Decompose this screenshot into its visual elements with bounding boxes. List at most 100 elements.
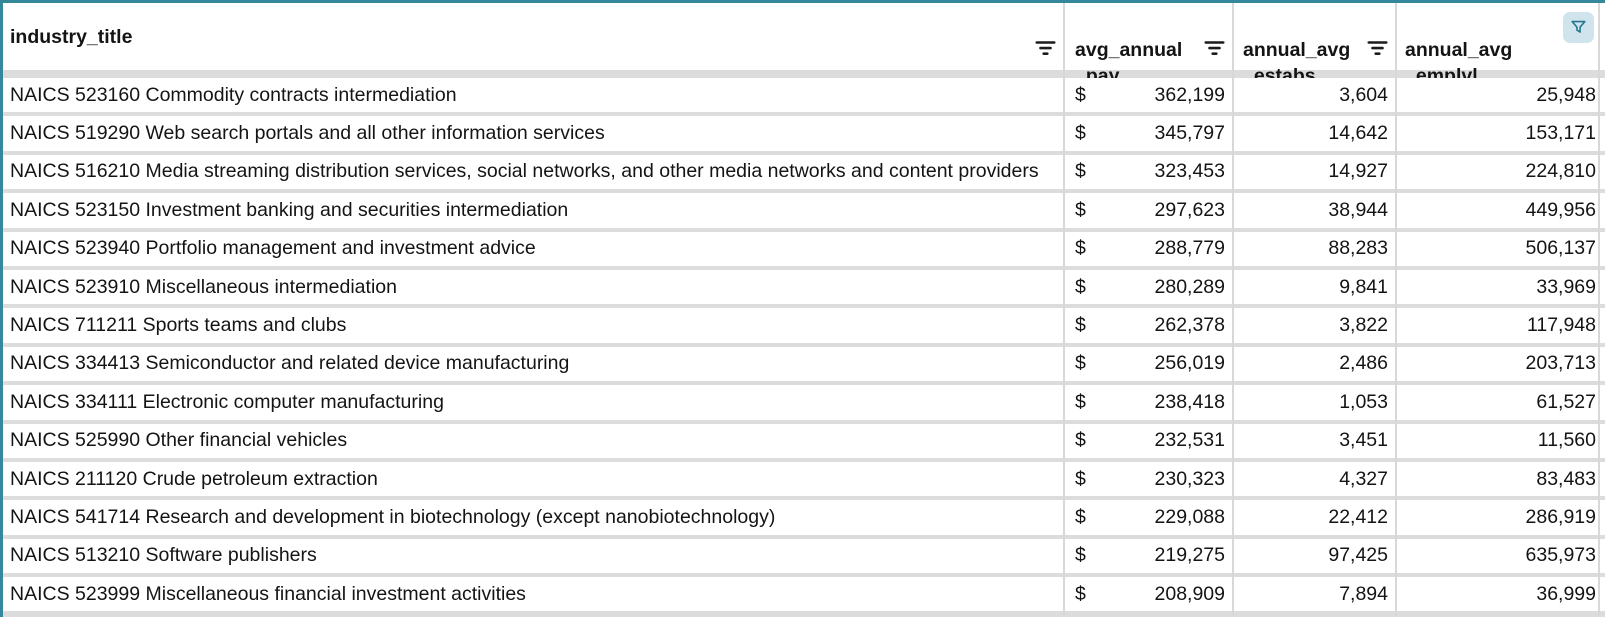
estabs-value: 14,642: [1328, 122, 1388, 145]
emplvl-value: 83,483: [1536, 467, 1596, 490]
pay-value: 229,088: [1154, 505, 1226, 528]
column-header-label: industry_title: [10, 25, 133, 48]
cell-industry-title[interactable]: NAICS 211120 Crude petroleum extraction: [10, 467, 378, 490]
cell-avg-annual-pay[interactable]: $229,088: [1065, 500, 1234, 534]
estabs-value: 4,327: [1339, 467, 1388, 490]
cell-annual-avg-emplvl[interactable]: 153,171: [1397, 116, 1600, 150]
cell-industry-title[interactable]: NAICS 516210 Media streaming distributio…: [10, 160, 1039, 183]
column-header-industry-title[interactable]: industry_title: [3, 3, 1065, 70]
column-header-annual-avg-emplvl[interactable]: annual_avg _emplvl: [1397, 3, 1600, 87]
grid-top-accent-border: [0, 0, 1605, 3]
cell-annual-avg-estabs[interactable]: 88,283: [1234, 232, 1397, 266]
column-header-avg-annual-pay[interactable]: avg_annual _pay: [1065, 3, 1234, 87]
cell-annual-avg-estabs[interactable]: 3,822: [1234, 308, 1397, 342]
emplvl-value: 224,810: [1525, 160, 1597, 183]
table-row: NAICS 523160 Commodity contracts interme…: [3, 78, 1605, 113]
currency-symbol: $: [1075, 544, 1086, 567]
column-divider: [1395, 3, 1397, 617]
cell-avg-annual-pay[interactable]: $256,019: [1065, 347, 1234, 381]
cell-avg-annual-pay[interactable]: $238,418: [1065, 385, 1234, 419]
currency-symbol: $: [1075, 122, 1086, 145]
cell-annual-avg-emplvl[interactable]: 11,560: [1397, 424, 1600, 458]
currency-symbol: $: [1075, 83, 1086, 106]
cell-avg-annual-pay[interactable]: $288,779: [1065, 232, 1234, 266]
cell-annual-avg-emplvl[interactable]: 61,527: [1397, 385, 1600, 419]
cell-annual-avg-estabs[interactable]: 14,927: [1234, 155, 1397, 189]
cell-avg-annual-pay[interactable]: $297,623: [1065, 193, 1234, 227]
cell-annual-avg-estabs[interactable]: 3,451: [1234, 424, 1397, 458]
cell-avg-annual-pay[interactable]: $323,453: [1065, 155, 1234, 189]
cell-annual-avg-emplvl[interactable]: 224,810: [1397, 155, 1600, 189]
cell-industry-title[interactable]: NAICS 523160 Commodity contracts interme…: [10, 83, 457, 106]
cell-annual-avg-emplvl[interactable]: 635,973: [1397, 539, 1600, 573]
cell-annual-avg-emplvl[interactable]: 506,137: [1397, 232, 1600, 266]
cell-annual-avg-emplvl[interactable]: 286,919: [1397, 500, 1600, 534]
cell-industry-title[interactable]: NAICS 711211 Sports teams and clubs: [10, 314, 347, 337]
pay-value: 219,275: [1154, 544, 1226, 567]
cell-avg-annual-pay[interactable]: $232,531: [1065, 424, 1234, 458]
emplvl-value: 153,171: [1525, 122, 1597, 145]
estabs-value: 7,894: [1339, 582, 1388, 605]
estabs-value: 22,412: [1328, 505, 1388, 528]
cell-annual-avg-estabs[interactable]: 2,486: [1234, 347, 1397, 381]
table-row: NAICS 523940 Portfolio management and in…: [3, 231, 1605, 266]
cell-annual-avg-estabs[interactable]: 22,412: [1234, 500, 1397, 534]
estabs-value: 3,451: [1339, 429, 1388, 452]
filter-funnel-icon-active[interactable]: [1563, 12, 1594, 43]
cell-avg-annual-pay[interactable]: $280,289: [1065, 270, 1234, 304]
currency-symbol: $: [1075, 160, 1086, 183]
cell-annual-avg-emplvl[interactable]: 83,483: [1397, 462, 1600, 496]
table-row: NAICS 523999 Miscellaneous financial inv…: [3, 577, 1605, 612]
cell-avg-annual-pay[interactable]: $262,378: [1065, 308, 1234, 342]
pay-value: 345,797: [1154, 122, 1226, 145]
cell-industry-title[interactable]: NAICS 513210 Software publishers: [10, 544, 317, 567]
cell-industry-title[interactable]: NAICS 334413 Semiconductor and related d…: [10, 352, 570, 375]
emplvl-value: 25,948: [1536, 83, 1596, 106]
cell-annual-avg-emplvl[interactable]: 36,999: [1397, 577, 1600, 611]
pay-value: 238,418: [1154, 390, 1226, 413]
cell-avg-annual-pay[interactable]: $230,323: [1065, 462, 1234, 496]
pay-value: 256,019: [1154, 352, 1226, 375]
emplvl-value: 506,137: [1525, 237, 1597, 260]
emplvl-value: 449,956: [1525, 198, 1597, 221]
cell-annual-avg-estabs[interactable]: 1,053: [1234, 385, 1397, 419]
cell-annual-avg-estabs[interactable]: 38,944: [1234, 193, 1397, 227]
cell-industry-title[interactable]: NAICS 523150 Investment banking and secu…: [10, 198, 569, 221]
cell-avg-annual-pay[interactable]: $208,909: [1065, 577, 1234, 611]
filter-lines-icon[interactable]: [1367, 14, 1388, 83]
cell-industry-title[interactable]: NAICS 541714 Research and development in…: [10, 505, 776, 528]
column-divider: [1598, 3, 1600, 617]
cell-annual-avg-estabs[interactable]: 97,425: [1234, 539, 1397, 573]
cell-annual-avg-estabs[interactable]: 14,642: [1234, 116, 1397, 150]
currency-symbol: $: [1075, 314, 1086, 337]
cell-annual-avg-emplvl[interactable]: 33,969: [1397, 270, 1600, 304]
pay-value: 280,289: [1154, 275, 1226, 298]
table-body: NAICS 523160 Commodity contracts interme…: [3, 70, 1605, 612]
currency-symbol: $: [1075, 352, 1086, 375]
estabs-value: 88,283: [1328, 237, 1388, 260]
column-header-annual-avg-estabs[interactable]: annual_avg _estabs: [1234, 3, 1397, 87]
filter-lines-icon[interactable]: [1035, 14, 1056, 83]
pay-value: 208,909: [1154, 582, 1226, 605]
cell-industry-title[interactable]: NAICS 523910 Miscellaneous intermediatio…: [10, 275, 397, 298]
cell-industry-title[interactable]: NAICS 523940 Portfolio management and in…: [10, 237, 536, 260]
cell-annual-avg-estabs[interactable]: 9,841: [1234, 270, 1397, 304]
cell-annual-avg-emplvl[interactable]: 25,948: [1397, 78, 1600, 112]
cell-annual-avg-emplvl[interactable]: 203,713: [1397, 347, 1600, 381]
estabs-value: 1,053: [1339, 390, 1388, 413]
filter-lines-icon[interactable]: [1204, 14, 1225, 83]
cell-avg-annual-pay[interactable]: $362,199: [1065, 78, 1234, 112]
cell-industry-title[interactable]: NAICS 523999 Miscellaneous financial inv…: [10, 582, 526, 605]
currency-symbol: $: [1075, 505, 1086, 528]
cell-industry-title[interactable]: NAICS 525990 Other financial vehicles: [10, 429, 348, 452]
cell-industry-title[interactable]: NAICS 519290 Web search portals and all …: [10, 122, 605, 145]
cell-annual-avg-estabs[interactable]: 7,894: [1234, 577, 1397, 611]
cell-avg-annual-pay[interactable]: $345,797: [1065, 116, 1234, 150]
cell-avg-annual-pay[interactable]: $219,275: [1065, 539, 1234, 573]
cell-industry-title[interactable]: NAICS 334111 Electronic computer manufac…: [10, 390, 444, 413]
cell-annual-avg-emplvl[interactable]: 449,956: [1397, 193, 1600, 227]
currency-symbol: $: [1075, 429, 1086, 452]
cell-annual-avg-estabs[interactable]: 4,327: [1234, 462, 1397, 496]
cell-annual-avg-emplvl[interactable]: 117,948: [1397, 308, 1600, 342]
cell-annual-avg-estabs[interactable]: 3,604: [1234, 78, 1397, 112]
